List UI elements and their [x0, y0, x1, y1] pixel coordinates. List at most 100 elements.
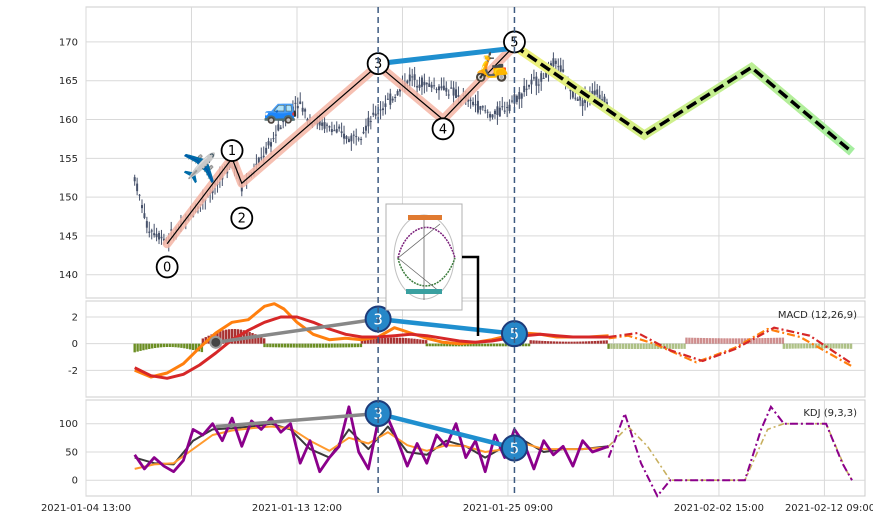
macd-histogram-bar — [269, 343, 272, 348]
candle-body — [384, 103, 387, 107]
candle-body — [498, 107, 501, 117]
macd-histogram-bar — [410, 338, 413, 344]
x-tick-label: 2021-01-25 09:00 — [463, 503, 553, 514]
candle-body — [596, 89, 599, 95]
macd-histogram-bar — [486, 343, 490, 347]
candle-body — [528, 84, 531, 87]
macd-histogram-bar — [262, 338, 266, 344]
macd-histogram-bar — [651, 343, 654, 349]
macd-histogram-bar — [392, 337, 396, 344]
candle-body — [562, 69, 565, 72]
candle-body — [272, 138, 275, 140]
macd-histogram-bar — [800, 343, 803, 349]
macd-histogram-bar — [544, 341, 547, 344]
wave-label-circle — [220, 139, 244, 162]
scooter-icon: 🛵 — [474, 50, 509, 83]
macd-histogram-bar — [481, 343, 484, 347]
macd-histogram-bar — [636, 343, 639, 349]
macd-panel: -202 35 MACD (12,26,9) — [68, 300, 866, 398]
macd-histogram-bar — [437, 343, 440, 347]
candle-body — [282, 117, 285, 123]
macd-histogram-bar — [846, 343, 850, 349]
candle-body — [408, 74, 411, 82]
macd-histogram-bar — [381, 338, 384, 344]
candle-body — [452, 87, 455, 96]
macd-histogram-bar — [194, 343, 198, 351]
macd-histogram-bar — [705, 338, 709, 344]
macd-histogram-bar — [363, 339, 367, 344]
macd-y-tick-label: 2 — [72, 313, 78, 324]
candle-body — [571, 87, 574, 98]
candle-body — [255, 163, 258, 166]
macd-histogram-bar — [310, 343, 313, 348]
candle-body — [413, 74, 416, 81]
candle-body — [284, 117, 287, 122]
macd-histogram-bar — [186, 343, 189, 349]
macd-histogram-bar — [139, 343, 142, 351]
macd-histogram-bar — [289, 343, 293, 348]
candle-body — [158, 233, 161, 240]
candle-body — [542, 77, 545, 79]
kdj-blue-connector — [377, 411, 516, 451]
macd-histogram-bar — [797, 343, 800, 349]
macd-histogram-bar — [174, 343, 177, 348]
macd-histogram-bar — [151, 343, 154, 349]
candle-body — [603, 96, 606, 103]
macd-histogram-bar — [489, 343, 493, 347]
macd-histogram-bar — [440, 343, 443, 347]
candle-body — [525, 88, 528, 90]
macd-histogram-bar — [162, 343, 166, 348]
macd-histogram-bar — [434, 343, 437, 347]
kdj-gray-connector — [215, 411, 379, 429]
macd-histogram-bar — [558, 341, 562, 344]
candle-body — [581, 100, 584, 107]
price-pattern — [162, 41, 519, 249]
candle-body — [374, 113, 377, 116]
candle-body — [347, 138, 350, 143]
macd-histogram-bar — [225, 329, 228, 344]
macd-histogram-bar — [532, 340, 535, 344]
macd-histogram-bar — [230, 329, 234, 344]
signal-projection-line — [608, 326, 853, 365]
macd-histogram-bar — [177, 343, 180, 348]
candle-body — [386, 98, 389, 100]
candle-body — [338, 126, 341, 129]
macd-histogram-bar — [257, 335, 260, 344]
macd-histogram-bar — [463, 343, 466, 347]
macd-histogram-bar — [356, 343, 360, 348]
wave-label-4: 4 — [439, 122, 447, 137]
candle-body — [150, 230, 153, 232]
candle-body — [291, 106, 294, 111]
macd-histogram-bar — [814, 343, 818, 349]
macd-histogram-bar — [775, 337, 779, 344]
candle-body — [576, 98, 579, 101]
wave-label-2: 2 — [238, 212, 246, 227]
macd-histogram-bar — [254, 334, 257, 344]
macd-histogram-bar — [806, 343, 809, 349]
candle-body — [469, 99, 472, 101]
macd-histogram-bar — [165, 343, 169, 348]
macd-histogram-bar — [266, 343, 269, 348]
macd-histogram-bar — [200, 343, 204, 353]
macd-histogram-bar — [624, 343, 628, 349]
candle-body — [455, 89, 458, 98]
macd-histogram-bar — [398, 337, 402, 344]
macd-histogram-bar — [564, 341, 567, 344]
macd-histogram-bar — [484, 343, 487, 347]
candle-body — [240, 184, 243, 192]
candle-body — [557, 66, 560, 68]
macd-histogram-bar — [645, 343, 648, 349]
candle-body — [326, 124, 329, 126]
price-y-tick-label: 165 — [59, 76, 78, 87]
macd-histogram-bar — [336, 343, 339, 348]
candle-body — [396, 90, 399, 96]
candle-body — [355, 136, 358, 138]
macd-histogram-bar — [466, 343, 469, 347]
macd-histogram-bar — [570, 341, 573, 344]
macd-histogram-bar — [547, 341, 550, 344]
macd-histogram-bar — [401, 337, 404, 344]
candle-body — [579, 94, 582, 101]
macd-histogram-bar — [424, 340, 428, 344]
candle-body — [508, 104, 511, 111]
macd-histogram-bar — [758, 338, 761, 344]
